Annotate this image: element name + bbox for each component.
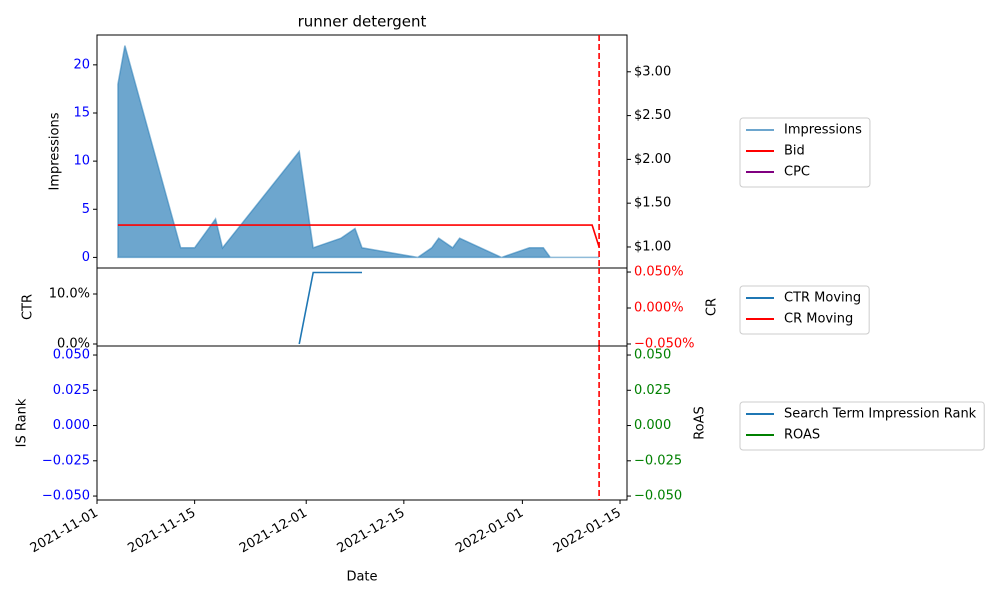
legend-label: Search Term Impression Rank	[784, 407, 977, 422]
y2-tick-label: −0.050	[634, 489, 682, 504]
y2-tick-label: $1.00	[634, 239, 671, 254]
y-tick-label: 0	[82, 250, 90, 265]
y-tick-label: 0.050	[53, 348, 90, 363]
legend: CTR Moving CR Moving	[739, 285, 870, 335]
y2-tick-label: 0.000%	[634, 301, 684, 316]
x-tick-label: 2021-11-15	[125, 506, 198, 557]
y-tick-label: 20	[73, 57, 90, 72]
y-tick-label: 10.0%	[49, 287, 90, 302]
area	[117, 45, 600, 259]
legend-label: Bid	[784, 144, 805, 159]
y-axis-label: Impressions	[48, 112, 63, 190]
x-tick-label: 2021-12-15	[335, 506, 408, 557]
legend-box	[739, 117, 871, 188]
y2-tick-label: 0.000	[634, 418, 671, 433]
line	[298, 271, 362, 345]
x-tick-label: 2021-12-01	[237, 506, 310, 557]
y2-axis-label: RoAS	[693, 406, 708, 440]
x-tick-label: 2022-01-01	[453, 506, 526, 557]
y-tick-label: 15	[73, 105, 90, 120]
chart-title: runner detergent	[298, 13, 427, 31]
legend-label: ROAS	[784, 428, 820, 443]
x-tick-label: 2021-11-01	[28, 506, 101, 557]
x-tick-label: 2022-01-15	[551, 506, 624, 557]
y2-tick-label: $1.50	[634, 196, 671, 211]
y2-axis-label: CR	[705, 298, 720, 316]
x-axis-label: Date	[346, 570, 377, 585]
y-tick-label: 0.025	[53, 383, 90, 398]
line	[117, 224, 600, 248]
y2-tick-label: $3.00	[634, 64, 671, 79]
legend-label: Impressions	[784, 123, 862, 138]
y2-tick-label: −0.025	[634, 453, 682, 468]
plot-frame	[96, 267, 628, 347]
y2-tick-label: 0.050%	[634, 265, 684, 280]
y2-tick-label: −0.050%	[634, 336, 694, 351]
y-tick-label: −0.025	[42, 453, 90, 468]
y-tick-label: 10	[73, 154, 90, 169]
y-tick-label: 0.0%	[57, 337, 90, 352]
legend-box	[739, 401, 985, 451]
legend-label: CR Moving	[784, 312, 853, 327]
y2-tick-label: 0.050	[634, 348, 671, 363]
y2-tick-label: $2.50	[634, 108, 671, 123]
y-axis-label: IS Rank	[15, 398, 30, 447]
legend: Search Term Impression Rank ROAS	[739, 401, 985, 451]
legend-label: CTR Moving	[784, 291, 861, 306]
legend: Impressions Bid CPC	[739, 117, 871, 188]
y2-tick-label: $2.00	[634, 152, 671, 167]
y-axis-label: CTR	[21, 294, 36, 320]
y2-tick-label: 0.025	[634, 383, 671, 398]
plot-frame	[96, 345, 628, 501]
y-tick-label: 0.000	[53, 418, 90, 433]
y-tick-label: −0.050	[42, 489, 90, 504]
legend-label: CPC	[784, 165, 810, 180]
y-tick-label: 5	[82, 202, 90, 217]
